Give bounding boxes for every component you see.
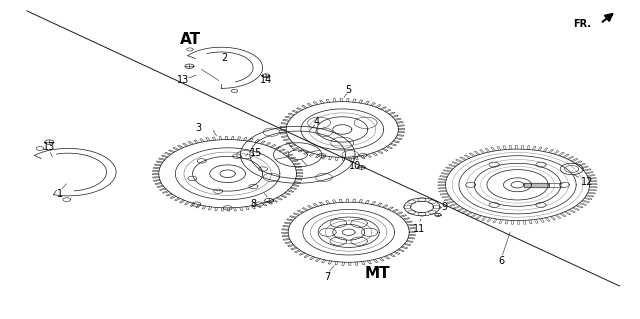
Text: 12: 12 [581, 177, 594, 187]
Text: 1: 1 [57, 189, 63, 199]
Text: 10: 10 [349, 161, 361, 171]
Text: MT: MT [365, 266, 390, 281]
Text: 9: 9 [441, 202, 447, 212]
Text: 13: 13 [43, 142, 55, 152]
Text: 8: 8 [250, 199, 256, 209]
Text: 5: 5 [346, 85, 352, 95]
Text: FR.: FR. [573, 19, 591, 28]
Polygon shape [524, 182, 549, 187]
Text: 6: 6 [499, 256, 505, 266]
Text: 4: 4 [314, 116, 320, 127]
Text: 3: 3 [196, 123, 202, 133]
Text: 11: 11 [413, 224, 425, 234]
Text: 14: 14 [260, 76, 272, 85]
Text: 13: 13 [177, 76, 189, 85]
Text: 15: 15 [250, 148, 262, 158]
Text: AT: AT [180, 32, 201, 47]
Text: 7: 7 [324, 271, 331, 281]
Text: 2: 2 [221, 53, 228, 63]
